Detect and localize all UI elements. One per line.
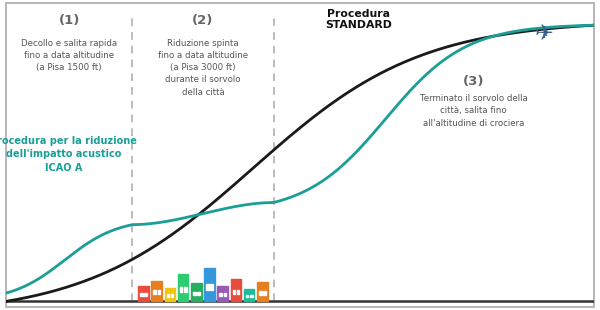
Bar xyxy=(164,288,175,301)
Bar xyxy=(259,291,262,294)
Bar xyxy=(233,290,235,294)
Bar xyxy=(237,290,239,294)
Bar xyxy=(220,293,222,296)
Bar xyxy=(191,283,202,301)
Text: Terminato il sorvolo della
città, salita fino
all'altitudine di crociera: Terminato il sorvolo della città, salita… xyxy=(419,94,527,127)
Bar xyxy=(178,274,188,301)
Bar xyxy=(263,291,266,294)
Text: (2): (2) xyxy=(192,14,214,27)
Text: (3): (3) xyxy=(463,75,484,88)
Bar xyxy=(139,286,149,301)
Bar xyxy=(197,292,200,295)
Bar xyxy=(217,286,228,301)
Bar xyxy=(224,293,226,296)
Text: ✈: ✈ xyxy=(535,25,553,45)
Bar xyxy=(244,289,254,301)
Bar xyxy=(246,295,248,297)
Bar xyxy=(151,281,162,301)
Bar xyxy=(230,279,241,301)
Bar xyxy=(145,293,147,296)
Bar xyxy=(158,290,160,294)
Text: Riduzione spinta
fino a data altitudine
(a Pisa 3000 ft)
durante il sorvolo
dell: Riduzione spinta fino a data altitudine … xyxy=(158,39,248,97)
Bar xyxy=(171,294,173,297)
Bar xyxy=(167,294,169,297)
Bar xyxy=(250,295,253,297)
Bar xyxy=(193,292,196,295)
Text: Procedura
STANDARD: Procedura STANDARD xyxy=(325,9,392,30)
Bar xyxy=(140,293,143,296)
Bar xyxy=(204,268,215,301)
Text: Decollo e salita rapida
fino a data altitudine
(a Pisa 1500 ft): Decollo e salita rapida fino a data alti… xyxy=(21,39,117,72)
Bar xyxy=(257,282,268,301)
Bar xyxy=(180,287,182,292)
Text: Procedura per la riduzione
dell'impatto acustico
ICАO A: Procedura per la riduzione dell'impatto … xyxy=(0,136,137,173)
Bar xyxy=(211,284,213,290)
Bar xyxy=(154,290,156,294)
Text: (1): (1) xyxy=(59,14,80,27)
Bar xyxy=(184,287,187,292)
Bar xyxy=(206,284,209,290)
